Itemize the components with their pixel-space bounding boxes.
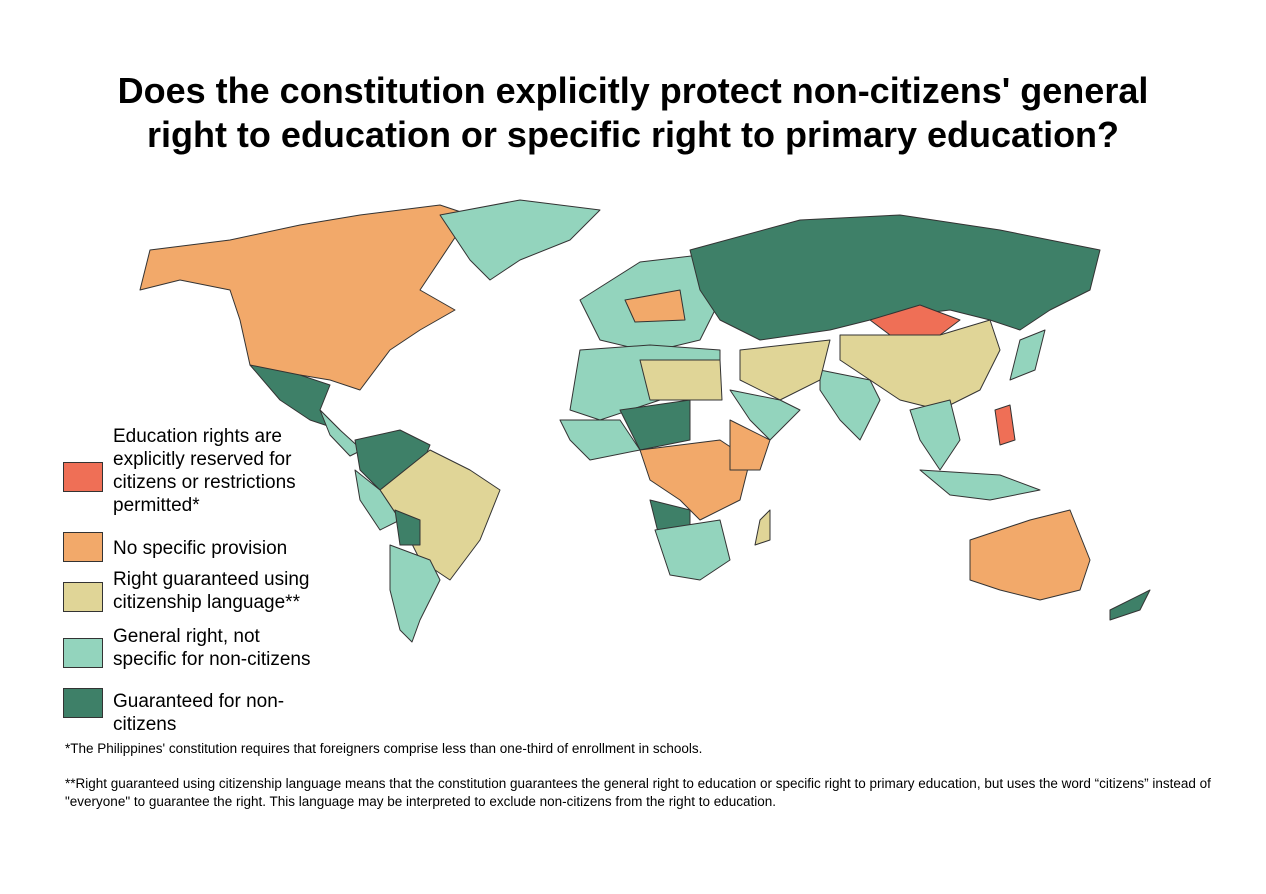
china: [839, 319, 1001, 411]
new-zealand: [1109, 589, 1151, 621]
greenland: [439, 199, 601, 281]
east-africa: [729, 419, 771, 471]
footnote: *The Philippines' constitution requires …: [65, 741, 703, 756]
middle-east: [739, 339, 831, 401]
mongolia: [869, 304, 961, 336]
legend-label: Right guaranteed using citizenship langu…: [113, 569, 310, 613]
legend-label: Guaranteed for non-citizens: [113, 691, 285, 735]
central-america: [319, 409, 363, 457]
southeast-asia: [909, 399, 961, 471]
indonesia: [919, 469, 1041, 501]
sahel: [619, 399, 691, 451]
legend-swatch: [63, 462, 103, 492]
title-line: right to education or specific right to …: [146, 114, 1120, 155]
northeast-africa: [639, 359, 723, 401]
australia: [969, 509, 1091, 601]
title-line: Does the constitution explicitly protect…: [117, 70, 1149, 111]
legend-swatch: [63, 688, 103, 718]
legend-swatch: [63, 582, 103, 612]
legend-label: No specific provision: [113, 538, 288, 559]
footnote: **Right guaranteed using citizenship lan…: [65, 776, 1211, 809]
north-america: [139, 204, 471, 391]
west-africa: [559, 419, 641, 461]
central-europe: [624, 289, 686, 323]
legend-label: General right, not specific for non-citi…: [113, 626, 311, 670]
russia: [689, 214, 1101, 341]
philippines: [994, 404, 1016, 446]
peru: [354, 469, 401, 531]
japan: [1009, 329, 1046, 381]
india: [819, 369, 881, 441]
legend-label: Education rights are explicitly reserved…: [113, 426, 296, 516]
southern-cone: [389, 544, 441, 643]
legend-swatch: [63, 638, 103, 668]
southern-africa: [654, 519, 731, 581]
madagascar: [754, 509, 771, 546]
central-africa: [639, 439, 751, 521]
legend-swatch: [63, 532, 103, 562]
bolivia: [394, 509, 421, 546]
arabia: [729, 389, 801, 441]
